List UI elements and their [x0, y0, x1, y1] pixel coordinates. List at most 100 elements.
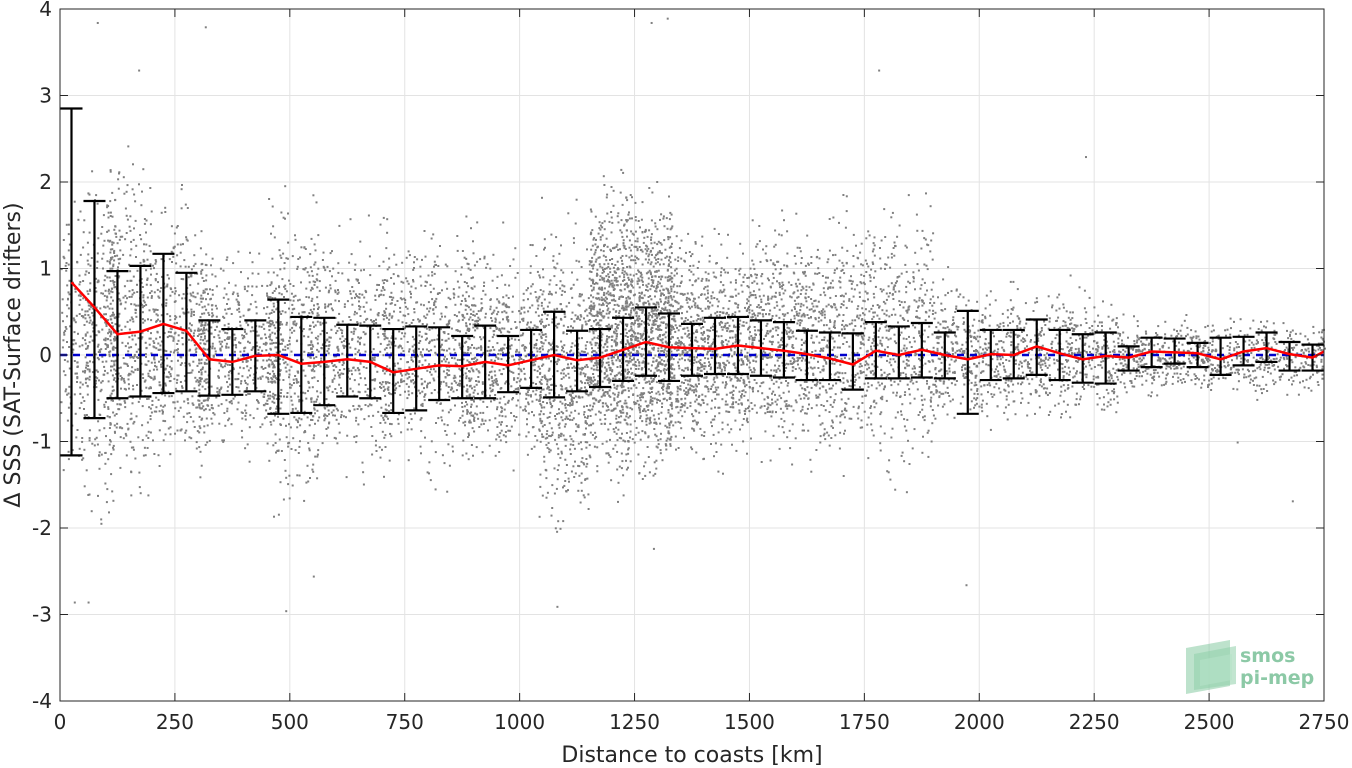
scatter-point — [111, 287, 114, 290]
scatter-point — [630, 278, 633, 281]
scatter-point — [200, 328, 203, 331]
scatter-point — [223, 287, 226, 290]
scatter-point — [305, 287, 308, 290]
scatter-point — [539, 289, 542, 291]
scatter-point — [549, 401, 552, 404]
scatter-point — [335, 365, 338, 368]
scatter-point — [594, 251, 597, 254]
scatter-point — [115, 373, 118, 376]
scatter-point — [555, 349, 558, 352]
scatter-point — [109, 211, 112, 214]
scatter-point — [581, 324, 584, 327]
scatter-point — [266, 376, 269, 379]
scatter-point — [598, 410, 601, 413]
scatter-point — [624, 300, 627, 303]
scatter-point — [594, 413, 597, 416]
scatter-point — [505, 425, 508, 427]
scatter-point — [362, 331, 365, 334]
scatter-point — [534, 360, 537, 363]
scatter-point — [265, 415, 268, 418]
scatter-point — [398, 344, 401, 347]
scatter-point — [232, 397, 235, 400]
scatter-point — [317, 234, 320, 237]
scatter-point — [124, 238, 127, 241]
scatter-point — [625, 352, 628, 355]
scatter-point — [335, 418, 338, 421]
scatter-point — [545, 433, 548, 436]
scatter-point — [341, 272, 344, 275]
scatter-point — [320, 347, 323, 350]
scatter-point — [131, 289, 134, 292]
scatter-point — [209, 288, 211, 291]
scatter-point — [489, 387, 492, 390]
scatter-point — [84, 356, 87, 359]
scatter-point — [313, 370, 316, 373]
scatter-point — [239, 350, 242, 353]
scatter-point — [441, 289, 443, 292]
scatter-point — [548, 283, 551, 286]
scatter-point — [187, 265, 190, 268]
scatter-point — [328, 421, 331, 424]
scatter-point — [381, 430, 384, 433]
scatter-point — [269, 338, 272, 341]
scatter-point — [585, 465, 588, 468]
scatter-point — [670, 365, 672, 368]
scatter-point — [111, 307, 114, 310]
scatter-point — [542, 342, 545, 345]
scatter-point — [195, 441, 198, 444]
scatter-point — [585, 388, 588, 391]
scatter-point — [117, 292, 120, 295]
scatter-point — [380, 414, 383, 417]
scatter-point — [577, 363, 580, 366]
scatter-point — [574, 314, 577, 317]
scatter-point — [243, 328, 246, 331]
scatter-point — [296, 370, 299, 373]
scatter-point — [498, 321, 501, 324]
scatter-point — [468, 434, 470, 437]
scatter-point — [135, 304, 138, 307]
scatter-point — [492, 253, 495, 256]
scatter-point — [526, 423, 528, 426]
scatter-point — [71, 449, 74, 452]
scatter-point — [166, 336, 169, 339]
scatter-point — [127, 342, 129, 345]
scatter-point — [406, 341, 409, 343]
scatter-point — [514, 338, 517, 341]
scatter-point — [87, 192, 90, 195]
scatter-point — [129, 254, 132, 257]
scatter-point — [110, 473, 113, 476]
scatter-point — [295, 418, 298, 421]
scatter-point — [391, 315, 394, 318]
scatter-point — [470, 377, 473, 380]
scatter-point — [547, 350, 550, 353]
scatter-point — [225, 342, 228, 345]
scatter-point — [540, 322, 542, 325]
scatter-point — [468, 330, 470, 332]
scatter-point — [132, 238, 135, 241]
scatter-point — [146, 258, 149, 261]
scatter-point — [241, 436, 244, 439]
scatter-point — [262, 368, 265, 370]
scatter-point — [206, 404, 209, 407]
scatter-point — [272, 225, 275, 228]
scatter-point — [244, 346, 247, 349]
scatter-point — [110, 258, 113, 260]
scatter-point — [122, 296, 125, 299]
scatter-point — [562, 412, 565, 415]
scatter-point — [399, 297, 402, 300]
scatter-point — [476, 392, 479, 395]
scatter-point — [419, 392, 422, 395]
scatter-point — [179, 326, 182, 329]
scatter-point — [97, 237, 100, 240]
scatter-point — [446, 287, 449, 290]
scatter-point — [640, 373, 643, 376]
scatter-point — [260, 391, 263, 394]
scatter-point — [224, 358, 227, 361]
scatter-point — [297, 395, 300, 398]
scatter-point — [277, 449, 280, 452]
scatter-point — [401, 321, 404, 324]
scatter-point — [296, 268, 299, 270]
scatter-point — [650, 242, 653, 245]
scatter-point — [636, 280, 639, 283]
scatter-point — [586, 376, 589, 379]
